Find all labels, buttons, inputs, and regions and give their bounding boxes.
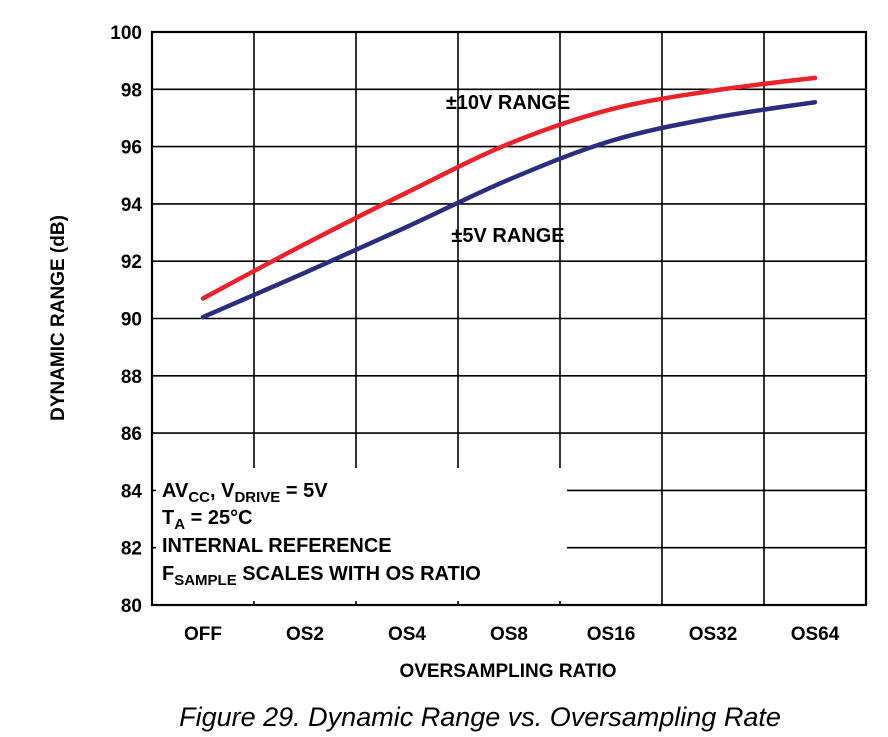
y-tick-label: 86: [121, 424, 142, 445]
condition-line-4: FSAMPLE SCALES WITH OS RATIO: [162, 563, 481, 589]
condition-line-1: AVCC, VDRIVE = 5V: [162, 480, 328, 506]
condition-line-2: TA = 25°C: [162, 507, 253, 533]
y-tick-labels: 80 82 84 86 88 90 92 94 96 98 100: [110, 23, 142, 617]
y-tick-label: 94: [121, 195, 143, 216]
x-tick-label: OS2: [286, 624, 324, 645]
condition-line-3: INTERNAL REFERENCE: [162, 535, 392, 557]
plot-border: [150, 30, 868, 607]
series-line-5v: [200, 99, 818, 320]
series-label-5v: ±5V RANGE: [451, 225, 564, 247]
x-tick-label: OS32: [689, 624, 738, 645]
y-tick-label: 96: [121, 138, 142, 159]
x-tick-label: OS64: [791, 624, 840, 645]
y-axis-label: DYNAMIC RANGE (dB): [48, 215, 69, 421]
series-line-10v: [200, 75, 818, 301]
x-tick-labels: OFF OS2 OS4 OS8 OS16 OS32 OS64: [184, 624, 840, 645]
conditions-box: AVCC, VDRIVE = 5V TA = 25°C INTERNAL REF…: [156, 468, 567, 601]
y-tick-label: 100: [110, 23, 142, 44]
y-tick-label: 98: [121, 80, 142, 101]
y-tick-label: 88: [121, 367, 142, 388]
y-tick-label: 84: [121, 481, 143, 502]
x-tick-label: OS8: [490, 624, 528, 645]
figure-caption: Figure 29. Dynamic Range vs. Oversamplin…: [179, 702, 781, 732]
y-tick-label: 82: [121, 539, 142, 560]
series-layer: [200, 75, 818, 320]
y-tick-label: 90: [121, 310, 142, 331]
conditions-background: [156, 468, 567, 601]
series-label-10v: ±10V RANGE: [446, 92, 570, 114]
plot-frame: [150, 30, 868, 607]
y-tick-label: 80: [121, 596, 142, 617]
x-axis-label: OVERSAMPLING RATIO: [399, 661, 616, 682]
x-tick-label: OS16: [587, 624, 636, 645]
x-tick-label: OS4: [388, 624, 426, 645]
x-tick-label: OFF: [184, 624, 222, 645]
y-tick-label: 92: [121, 252, 142, 273]
